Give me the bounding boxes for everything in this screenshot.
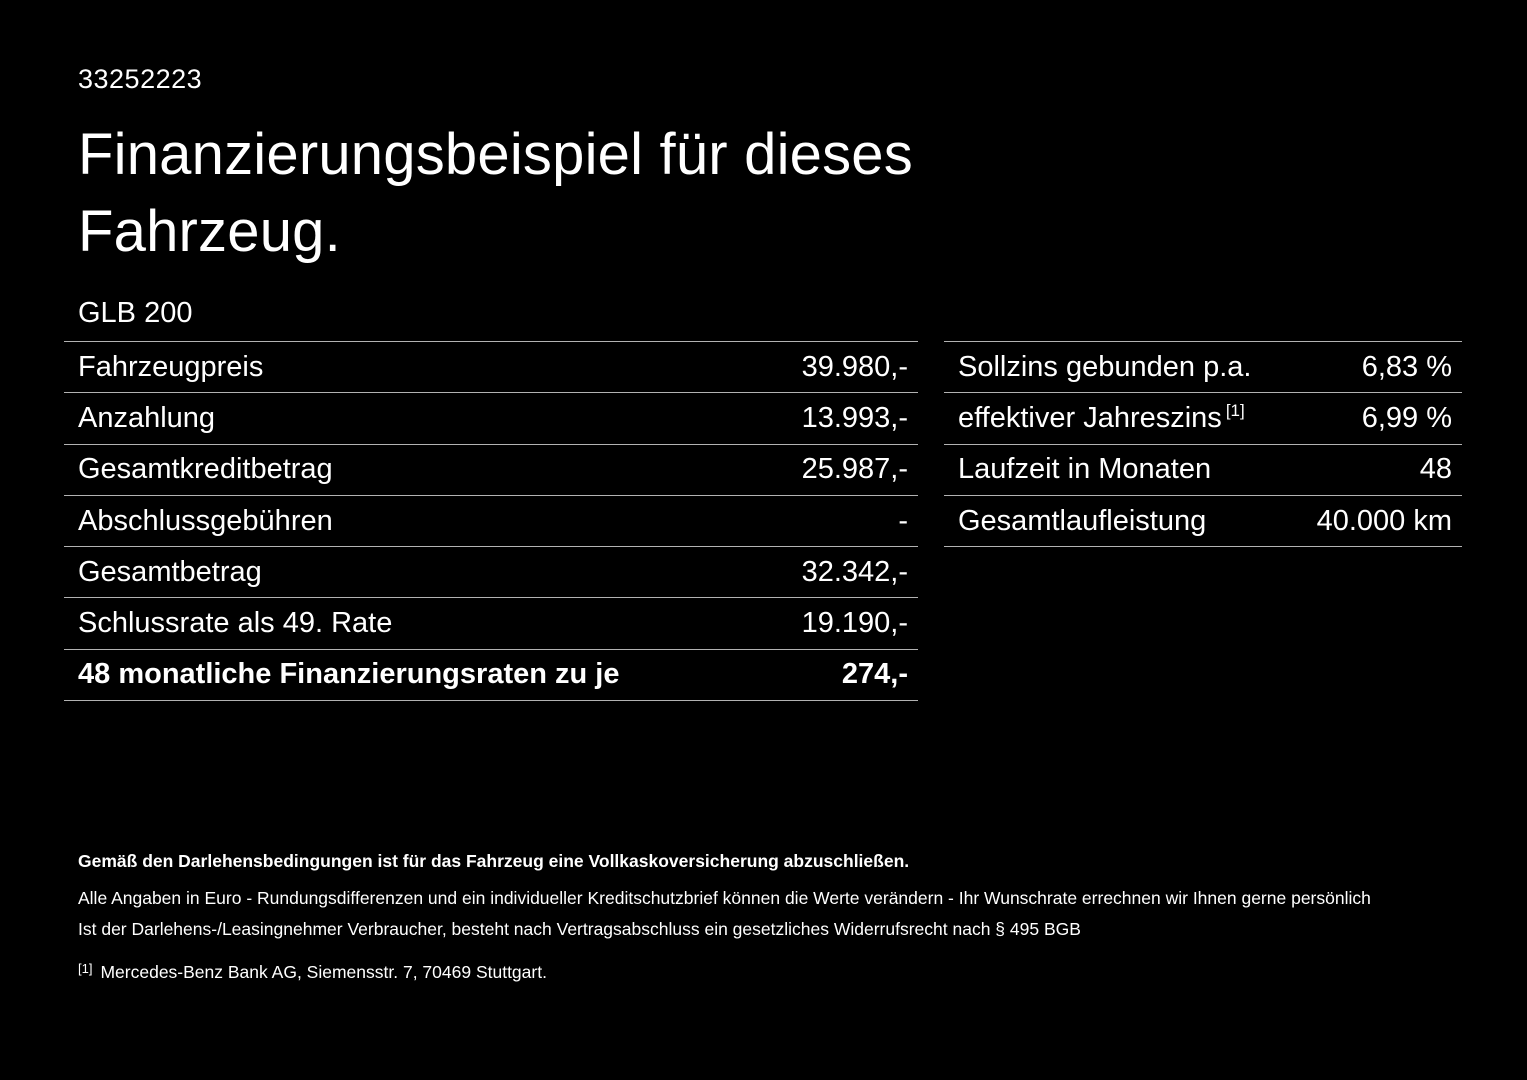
table-row: Sollzins gebunden p.a. 6,83 % xyxy=(944,341,1462,392)
row-value: 32.342,- xyxy=(801,555,908,588)
finance-table: Fahrzeugpreis 39.980,- Anzahlung 13.993,… xyxy=(64,341,918,702)
page-title-line-1: Finanzierungsbeispiel für dieses xyxy=(78,122,913,187)
table-row-monthly-rate: 48 monatliche Finanzierungsraten zu je 2… xyxy=(64,648,918,700)
row-value: - xyxy=(898,504,908,537)
row-label: 48 monatliche Finanzierungsraten zu je xyxy=(78,658,620,691)
footnote-text: Mercedes-Benz Bank AG, Siemensstr. 7, 70… xyxy=(100,962,547,982)
row-label: Fahrzeugpreis xyxy=(78,350,264,383)
row-label: effektiver Jahreszins [1] xyxy=(958,402,1245,435)
row-label: Gesamtbetrag xyxy=(78,555,262,588)
row-value: 19.190,- xyxy=(801,607,908,640)
offer-id: 33252223 xyxy=(78,64,203,94)
page-title: Finanzierungsbeispiel für dieses Fahrzeu… xyxy=(78,116,913,270)
table-row: Gesamtkreditbetrag 25.987,- xyxy=(64,443,918,495)
table-row: Laufzeit in Monaten 48 xyxy=(944,443,1462,495)
row-label: Schlussrate als 49. Rate xyxy=(78,607,393,640)
row-value: 48 xyxy=(1419,453,1452,486)
row-value: 6,83 % xyxy=(1361,350,1452,383)
row-label: Gesamtlaufleistung xyxy=(958,504,1207,537)
footer-note-bold: Gemäß den Darlehensbedingungen ist für d… xyxy=(78,851,910,871)
footer-note: Ist der Darlehens-/Leasingnehmer Verbrau… xyxy=(78,919,1081,939)
row-label: Abschlussgebühren xyxy=(78,504,333,537)
row-label: Sollzins gebunden p.a. xyxy=(958,350,1252,383)
row-label-text: effektiver Jahreszins xyxy=(958,401,1222,434)
footnote-marker: [1] xyxy=(1225,401,1245,421)
vehicle-model: GLB 200 xyxy=(78,297,193,329)
footer-note: Alle Angaben in Euro - Rundungsdifferenz… xyxy=(78,888,1371,908)
page-title-line-2: Fahrzeug. xyxy=(78,199,341,264)
table-row: Gesamtlaufleistung 40.000 km xyxy=(944,494,1462,546)
table-row: Fahrzeugpreis 39.980,- xyxy=(64,341,918,392)
row-value: 13.993,- xyxy=(801,401,908,434)
footer-notes: Gemäß den Darlehensbedingungen ist für d… xyxy=(78,846,1468,988)
table-row: effektiver Jahreszins [1] 6,99 % xyxy=(944,392,1462,443)
row-label: Gesamtkreditbetrag xyxy=(78,453,333,486)
table-row: Schlussrate als 49. Rate 19.190,- xyxy=(64,597,918,648)
row-value: 6,99 % xyxy=(1361,401,1452,434)
row-value: 40.000 km xyxy=(1316,504,1452,537)
row-value: 39.980,- xyxy=(801,350,908,383)
footnote-marker: [1] xyxy=(78,961,93,976)
table-row: Gesamtbetrag 32.342,- xyxy=(64,546,918,597)
table-row: Anzahlung 13.993,- xyxy=(64,392,918,443)
conditions-table: Sollzins gebunden p.a. 6,83 % effektiver… xyxy=(944,341,1462,548)
row-label: Laufzeit in Monaten xyxy=(958,453,1212,486)
table-row: Abschlussgebühren - xyxy=(64,494,918,546)
row-value: 25.987,- xyxy=(801,453,908,486)
row-value: 274,- xyxy=(841,658,908,691)
footnote-reference: [1] Mercedes-Benz Bank AG, Siemensstr. 7,… xyxy=(78,953,1468,988)
row-label: Anzahlung xyxy=(78,401,216,434)
